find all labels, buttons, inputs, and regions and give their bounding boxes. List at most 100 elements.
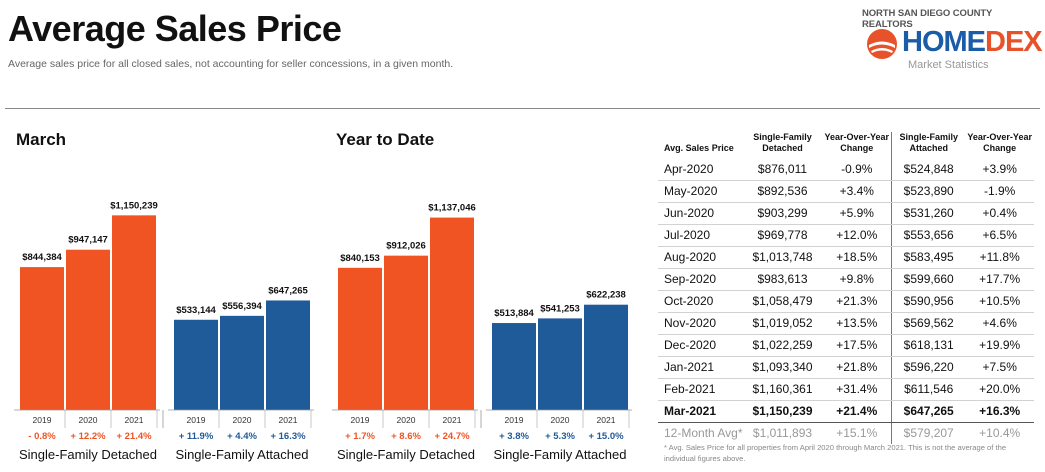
yoy-change-label: + 3.8% <box>499 431 529 442</box>
x-tick-label: 2019 <box>351 415 370 425</box>
table-cell: +21.8% <box>822 356 892 379</box>
table-footnote: * Avg. Sales Price for all properties fr… <box>664 443 1007 463</box>
table-cell: $1,160,361 <box>742 378 823 401</box>
table-cell: +3.9% <box>965 158 1034 181</box>
row-label: Dec-2020 <box>658 334 743 357</box>
bar-value-label: $541,253 <box>540 303 580 314</box>
table-cell: $903,299 <box>742 202 823 225</box>
table-cell: +15.1% <box>836 426 878 440</box>
sunset-logo-icon <box>867 29 897 59</box>
table-cell: +18.5% <box>822 246 892 269</box>
table-cell: -0.9% <box>822 158 892 181</box>
table-cell: $618,131 <box>891 334 966 357</box>
x-tick-label: 2019 <box>505 415 524 425</box>
chart-title-ytd: Year to Date <box>336 130 435 149</box>
row-label: Apr-2020 <box>658 158 743 181</box>
row-label: Oct-2020 <box>658 290 743 313</box>
bar <box>112 215 156 410</box>
table-cell: $524,848 <box>891 158 966 181</box>
bar-value-label: $840,153 <box>340 253 380 264</box>
brand-main: HOME <box>902 26 986 58</box>
bar <box>220 315 264 410</box>
table-cell: +21.3% <box>822 290 892 313</box>
table-cell: $1,058,479 <box>742 290 823 313</box>
table-header-row: Avg. Sales Price Single-Family Detached … <box>658 132 1034 159</box>
row-label: Sep-2020 <box>658 268 743 291</box>
table-cell: $531,260 <box>891 202 966 225</box>
table-cell: $1,022,259 <box>742 334 823 357</box>
table-cell: +7.5% <box>965 356 1034 379</box>
bar-value-label: $533,144 <box>176 305 216 316</box>
table-cell: +5.9% <box>822 202 892 225</box>
table-header: Avg. Sales Price <box>664 143 734 154</box>
table-cell: $1,150,239 <box>742 400 823 423</box>
table-cell: +20.0% <box>965 378 1034 401</box>
x-tick-label: 2021 <box>597 415 616 425</box>
table-cell: $892,536 <box>742 180 823 203</box>
x-tick-label: 2019 <box>33 415 52 425</box>
ytd-chart: $840,153 2019 + 1.7% $912,026 2020 + 8.6% $1,1… <box>330 122 640 467</box>
x-tick-label: 2021 <box>125 415 144 425</box>
table-cell: +11.8% <box>965 246 1034 269</box>
yoy-change-label: + 8.6% <box>391 431 421 442</box>
row-label: Feb-2021 <box>658 378 743 401</box>
yoy-change-label: + 11.9% <box>179 431 214 442</box>
table-row: Nov-2020 $1,019,052 +13.5% $569,562 +4.6% <box>658 312 1034 335</box>
table-row: Dec-2020 $1,022,259 +17.5% $618,131 +19.9% <box>658 334 1034 357</box>
header-divider <box>5 108 1040 109</box>
yoy-change-label: + 21.4% <box>116 431 152 442</box>
table-cell: $611,546 <box>891 378 966 401</box>
bar <box>538 318 582 410</box>
x-tick-label: 2019 <box>187 415 206 425</box>
table-cell: $590,956 <box>891 290 966 313</box>
yoy-change-label: + 15.0% <box>588 431 624 442</box>
brand-accent: DEX <box>985 26 1043 58</box>
page-subtitle: Average sales price for all closed sales… <box>8 58 454 70</box>
bar-value-label: $513,884 <box>494 308 534 319</box>
table-cell: $1,019,052 <box>742 312 823 335</box>
march-chart: $844,384 2019 - 0.8% $947,147 2020 + 12.2% $1,… <box>12 122 322 467</box>
yoy-change-label: + 24.7% <box>434 431 470 442</box>
row-label: Aug-2020 <box>658 246 743 269</box>
bar-value-label: $1,137,046 <box>428 203 476 214</box>
table-cell: +19.9% <box>965 334 1034 357</box>
bar-value-label: $556,394 <box>222 301 262 312</box>
table-row: Oct-2020 $1,058,479 +21.3% $590,956 +10.5% <box>658 290 1034 313</box>
table-cell: $569,562 <box>891 312 966 335</box>
bar-value-label: $912,026 <box>386 241 426 252</box>
table-row: Feb-2021 $1,160,361 +31.4% $611,546 +20.0% <box>658 378 1034 401</box>
table-cell: +21.4% <box>822 400 892 423</box>
page-title: Average Sales Price <box>8 8 342 49</box>
bar <box>338 267 382 410</box>
row-label: May-2020 <box>658 180 743 203</box>
row-label: Jun-2020 <box>658 202 743 225</box>
yoy-change-label: + 16.3% <box>270 431 306 442</box>
table-cell: +17.5% <box>822 334 892 357</box>
bar-value-label: $1,150,239 <box>110 200 158 211</box>
group-label: Single-Family Detached <box>19 447 157 462</box>
table-cell: $647,265 <box>891 400 966 423</box>
yoy-change-label: + 1.7% <box>345 431 375 442</box>
x-tick-label: 2020 <box>397 415 416 425</box>
table-row: Aug-2020 $1,013,748 +18.5% $583,495 +11.8% <box>658 246 1034 269</box>
table-cell: $599,660 <box>891 268 966 291</box>
table-cell: +17.7% <box>965 268 1034 291</box>
table-cell: $1,013,748 <box>742 246 823 269</box>
chart-title-march: March <box>16 130 67 149</box>
table-row: Jun-2020 $903,299 +5.9% $531,260 +0.4% <box>658 202 1034 225</box>
bar-value-label: $844,384 <box>22 252 62 263</box>
row-label: Jan-2021 <box>658 356 743 379</box>
table-cell: $553,656 <box>891 224 966 247</box>
march-chart-svg: $844,384 2019 - 0.8% $947,147 2020 + 12.2% $1,… <box>12 162 314 462</box>
ytd-chart-svg: $840,153 2019 + 1.7% $912,026 2020 + 8.6% $1,1… <box>330 162 632 462</box>
row-label: Jul-2020 <box>658 224 743 247</box>
x-tick-label: 2021 <box>279 415 298 425</box>
table-cell: +16.3% <box>965 400 1034 423</box>
table-cell: $1,093,340 <box>742 356 823 379</box>
table-cell: $969,778 <box>742 224 823 247</box>
bar <box>492 323 536 410</box>
row-label: Mar-2021 <box>658 400 743 423</box>
x-tick-label: 2020 <box>79 415 98 425</box>
group-label: Single-Family Attached <box>494 447 627 462</box>
table-cell: +0.4% <box>965 202 1034 225</box>
